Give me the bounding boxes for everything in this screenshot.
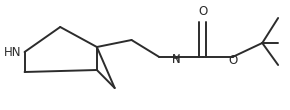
- Text: N: N: [172, 53, 180, 66]
- Text: O: O: [228, 54, 237, 67]
- Text: O: O: [198, 5, 207, 18]
- Text: HN: HN: [4, 46, 21, 59]
- Text: H: H: [172, 55, 180, 65]
